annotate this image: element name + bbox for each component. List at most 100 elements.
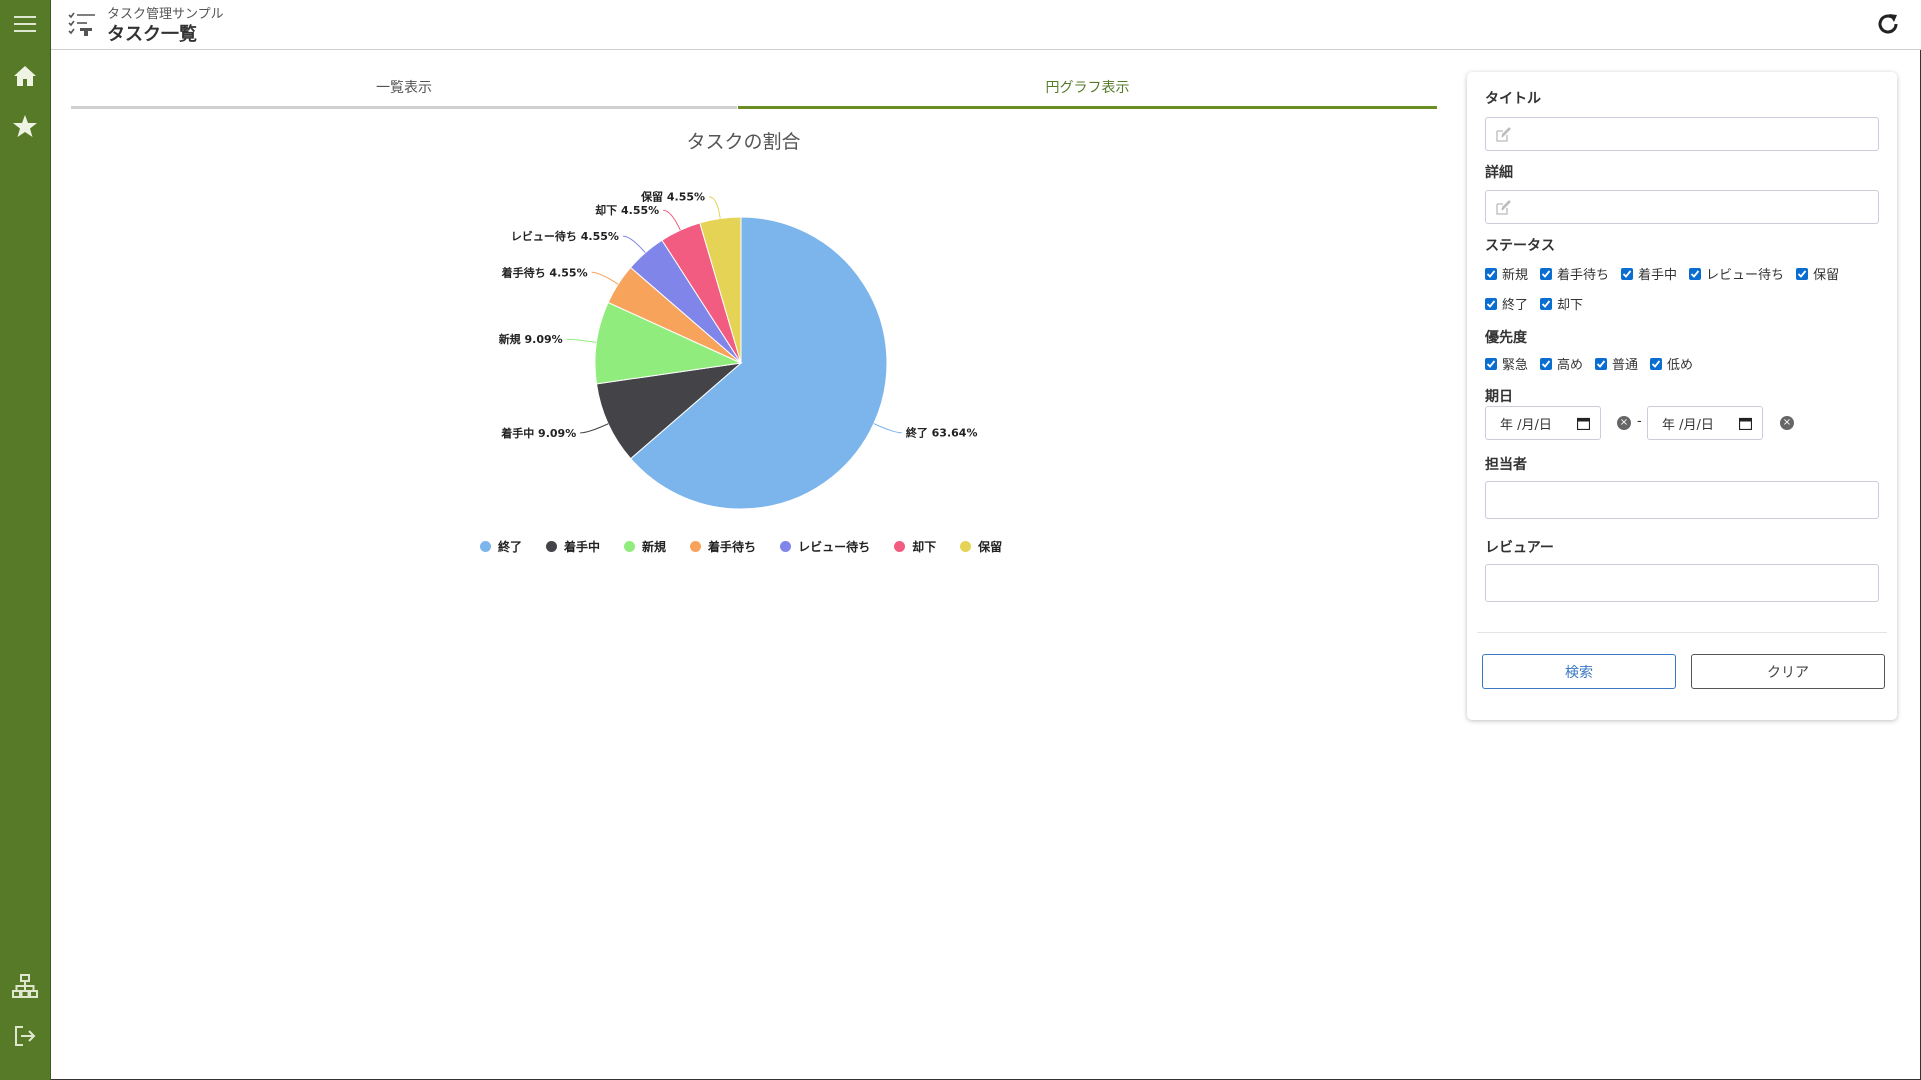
reviewer-input[interactable] — [1485, 564, 1879, 602]
label-connector — [591, 271, 619, 285]
detail-input[interactable] — [1485, 190, 1879, 224]
label-connector — [580, 423, 609, 434]
legend-item[interactable]: 終了 — [480, 538, 522, 555]
calendar-icon[interactable] — [1739, 417, 1752, 430]
pie-data-label: 却下 4.55% — [595, 203, 659, 217]
status-checkbox[interactable]: 終了 — [1485, 294, 1528, 313]
label-connector — [709, 196, 721, 219]
legend-label: 新規 — [642, 539, 667, 554]
priority-checkbox[interactable]: 普通 — [1595, 354, 1638, 373]
priority-checkbox[interactable]: 緊急 — [1485, 354, 1528, 373]
status-checkbox-row: 新規 着手待ち 着手中 レビュー待ち 保留 — [1485, 264, 1851, 283]
clear-button[interactable]: クリア — [1691, 654, 1885, 689]
legend-item[interactable]: 着手待ち — [690, 538, 756, 555]
status-checkbox[interactable]: 着手待ち — [1540, 264, 1609, 283]
pie-slice-6[interactable] — [699, 216, 742, 364]
status-checkbox[interactable]: 保留 — [1796, 264, 1839, 283]
legend-marker — [690, 540, 702, 552]
checkbox-checked-icon[interactable] — [1650, 357, 1663, 370]
legend-label: 保留 — [978, 539, 1003, 554]
tab-pie-chart-view[interactable]: 円グラフ表示 — [738, 75, 1437, 109]
status-checkbox[interactable]: 却下 — [1540, 294, 1583, 313]
assignee-label: 担当者 — [1485, 457, 1527, 473]
home-icon[interactable] — [0, 62, 50, 90]
app-name: タスク管理サンプル — [107, 7, 224, 22]
refresh-icon[interactable] — [1875, 11, 1901, 37]
tab-list-view[interactable]: 一覧表示 — [71, 75, 737, 109]
pie-data-label: 新規 9.09% — [499, 332, 563, 346]
panel-divider — [1477, 632, 1887, 633]
page-title: タスク一覧 — [107, 24, 197, 45]
checkbox-checked-icon[interactable] — [1485, 357, 1497, 370]
label-connector — [566, 338, 597, 343]
assignee-input[interactable] — [1485, 481, 1879, 519]
search-button[interactable]: 検索 — [1482, 654, 1676, 689]
legend-item[interactable]: 新規 — [624, 538, 666, 555]
star-icon[interactable] — [0, 112, 50, 140]
checkbox-checked-icon[interactable] — [1540, 357, 1553, 370]
legend-label: 着手待ち — [708, 539, 757, 554]
checkbox-label: 着手待ち — [1557, 268, 1610, 283]
due-date-from-input[interactable]: 年 /月/日 — [1485, 406, 1601, 440]
legend-marker — [480, 540, 491, 552]
priority-checkbox[interactable]: 高め — [1540, 354, 1583, 373]
label-connector — [873, 423, 902, 434]
checkbox-checked-icon[interactable] — [1540, 267, 1553, 280]
legend-label: 着手中 — [564, 539, 601, 554]
pie-data-label: 着手中 9.09% — [500, 426, 576, 440]
checkbox-label: 却下 — [1557, 298, 1584, 313]
priority-checkbox[interactable]: 低め — [1650, 354, 1693, 373]
legend-label: 終了 — [498, 539, 523, 554]
sidebar — [0, 0, 51, 1080]
pie-data-label: 終了 63.64% — [906, 426, 978, 440]
checkbox-label: 普通 — [1612, 358, 1639, 373]
status-checkbox[interactable]: 新規 — [1485, 264, 1528, 283]
checkbox-checked-icon[interactable] — [1485, 297, 1497, 310]
checkbox-label: 低め — [1667, 358, 1694, 373]
edit-icon — [1496, 127, 1511, 142]
checkbox-checked-icon[interactable] — [1595, 357, 1608, 370]
pie-data-label: 着手待ち 4.55% — [501, 265, 588, 279]
legend-marker — [546, 540, 558, 552]
status-checkbox-row: 終了 却下 — [1485, 294, 1595, 313]
checkbox-label: 保留 — [1813, 268, 1840, 283]
legend-item[interactable]: レビュー待ち — [780, 538, 870, 555]
checkbox-checked-icon[interactable] — [1485, 267, 1497, 280]
pie-slice-0[interactable] — [630, 216, 888, 510]
due-date-to-value: 年 /月/日 — [1662, 417, 1714, 433]
pie-data-label: 保留 4.55% — [640, 190, 705, 204]
due-date-from-value: 年 /月/日 — [1500, 417, 1552, 433]
title-input[interactable] — [1485, 117, 1879, 151]
menu-icon[interactable] — [0, 8, 50, 40]
checkbox-checked-icon[interactable] — [1540, 297, 1553, 310]
pie-slice-2[interactable] — [594, 301, 743, 385]
pie-chart: 終了 63.64% 着手中 9.09% 新規 9.09% 着手待ち 4.55% レビュー… — [499, 190, 978, 510]
checkbox-checked-icon[interactable] — [1796, 267, 1809, 280]
legend-marker — [894, 540, 906, 552]
pie-slice-1[interactable] — [595, 362, 743, 460]
priority-checkbox-row: 緊急 高め 普通 低め — [1485, 354, 1705, 373]
due-date-label: 期日 — [1485, 389, 1513, 405]
legend-label: レビュー待ち — [798, 539, 871, 554]
header: タスク管理サンプル タスク一覧 — [51, 0, 1921, 50]
calendar-icon[interactable] — [1577, 417, 1590, 430]
reviewer-label: レビュアー — [1485, 540, 1554, 556]
sitemap-icon[interactable] — [0, 972, 50, 1000]
checkbox-checked-icon[interactable] — [1689, 267, 1702, 280]
status-label: ステータス — [1485, 238, 1555, 254]
legend-item[interactable]: 保留 — [960, 538, 1002, 555]
checkbox-label: レビュー待ち — [1706, 268, 1785, 283]
logout-icon[interactable] — [0, 1022, 50, 1050]
status-checkbox[interactable]: 着手中 — [1621, 264, 1677, 283]
label-connector — [663, 209, 681, 231]
task-list-icon — [68, 12, 95, 36]
edit-icon — [1496, 200, 1511, 215]
due-date-to-input[interactable]: 年 /月/日 — [1647, 406, 1763, 440]
status-checkbox[interactable]: レビュー待ち — [1689, 264, 1784, 283]
pie-data-label: レビュー待ち 4.55% — [511, 229, 619, 243]
clear-date-to-icon[interactable]: × — [1780, 416, 1794, 430]
checkbox-checked-icon[interactable] — [1621, 267, 1634, 280]
legend-item[interactable]: 却下 — [894, 538, 936, 555]
clear-date-from-icon[interactable]: × — [1617, 416, 1631, 430]
legend-item[interactable]: 着手中 — [546, 538, 600, 555]
